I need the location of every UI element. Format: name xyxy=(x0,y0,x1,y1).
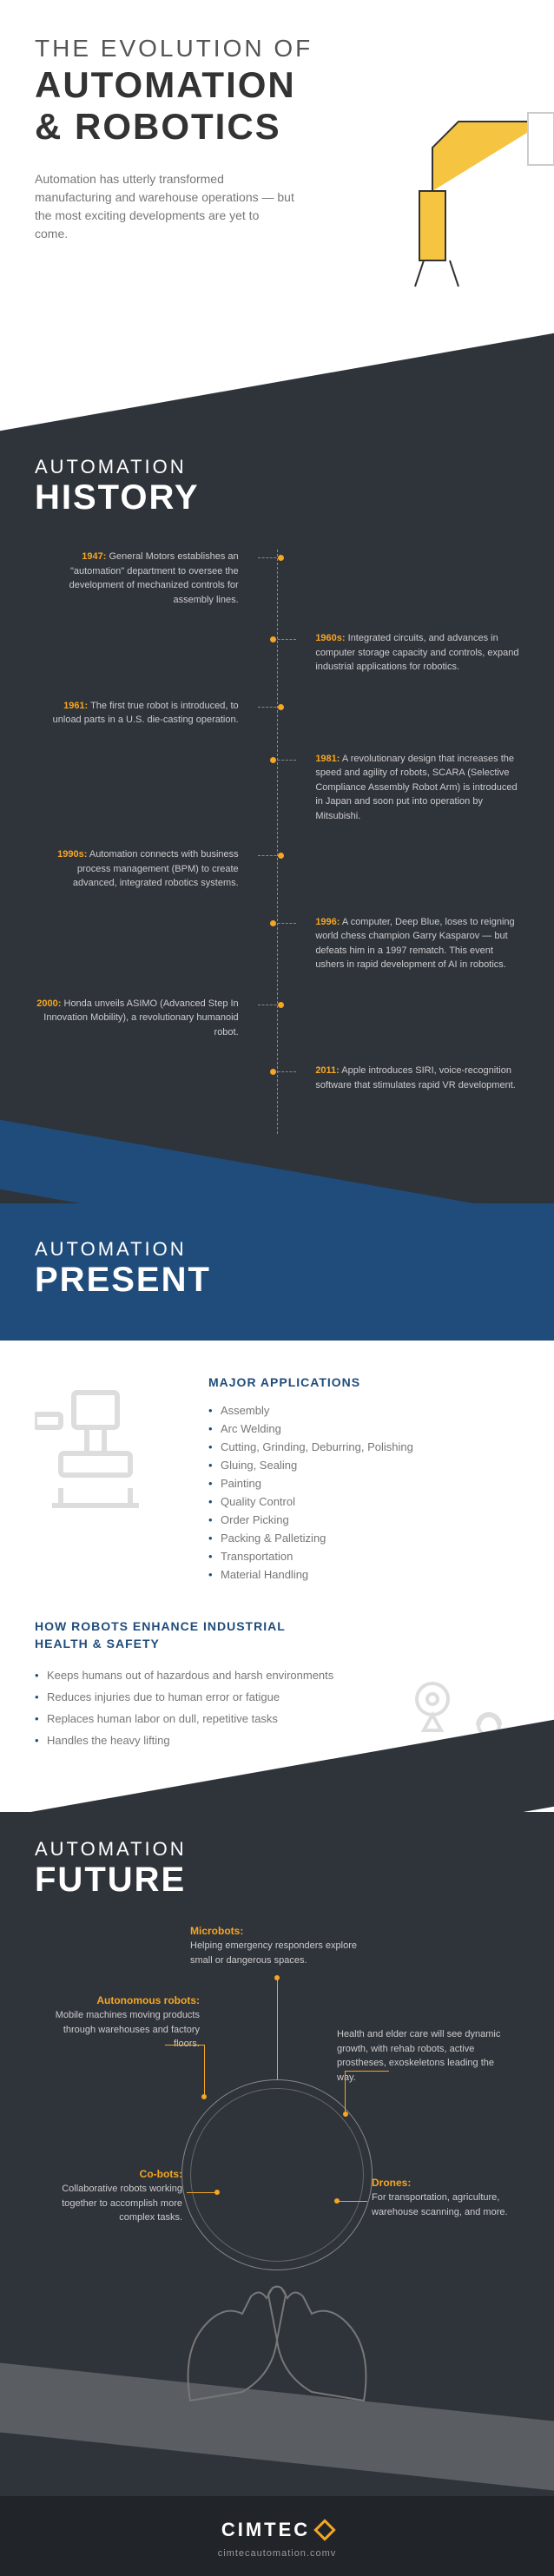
assembly-robot-icon xyxy=(35,1384,156,1523)
timeline-item: 1996: A computer, Deep Blue, loses to re… xyxy=(296,915,519,972)
intro-text: Automation has utterly transformed manuf… xyxy=(35,170,295,243)
future-diagram: Microbots:Helping emergency responders e… xyxy=(35,1923,519,2427)
app-item: Transportation xyxy=(208,1547,519,1565)
future-health: Health and elder care will see dynamic g… xyxy=(337,2027,511,2085)
app-item: Painting xyxy=(208,1474,519,1492)
safety-title: HOW ROBOTS ENHANCE INDUSTRIAL HEALTH & S… xyxy=(35,1618,330,1652)
app-item: Order Picking xyxy=(208,1511,519,1529)
brand: CIMTEC xyxy=(221,2519,333,2541)
robot-arm-icon xyxy=(285,96,554,321)
timeline-item: 1981: A revolutionary design that increa… xyxy=(296,752,519,824)
timeline-item: 2000: Honda unveils ASIMO (Advanced Step… xyxy=(35,997,258,1040)
timeline-item: 1961: The first true robot is introduced… xyxy=(35,699,258,728)
history-big: HISTORY xyxy=(35,480,519,515)
apps-list: AssemblyArc WeldingCutting, Grinding, De… xyxy=(208,1401,519,1584)
history-small: AUTOMATION xyxy=(35,456,519,478)
timeline-item: 2011: Apple introduces SIRI, voice-recog… xyxy=(296,1064,519,1092)
future-microbots: Microbots:Helping emergency responders e… xyxy=(190,1923,364,1967)
present-big: PRESENT xyxy=(35,1262,519,1297)
future-cobots: Co-bots:Collaborative robots working tog… xyxy=(43,2166,182,2225)
hands-icon xyxy=(138,2244,416,2418)
apps-title: MAJOR APPLICATIONS xyxy=(208,1375,519,1389)
app-item: Assembly xyxy=(208,1401,519,1420)
future-autonomous: Autonomous robots:Mobile machines moving… xyxy=(43,1993,200,2052)
timeline-item: 1990s: Automation connects with business… xyxy=(35,847,258,891)
app-item: Arc Welding xyxy=(208,1420,519,1438)
timeline-item: 1947: General Motors establishes an "aut… xyxy=(35,550,258,607)
present-section: AUTOMATION PRESENT MAJOR APPLICATIONS As… xyxy=(0,1203,554,1812)
future-big: FUTURE xyxy=(35,1862,519,1897)
future-drones: Drones:For transportation, agriculture, … xyxy=(372,2175,511,2219)
app-item: Material Handling xyxy=(208,1565,519,1584)
footer: CIMTEC cimtecautomation.comv xyxy=(0,2496,554,2576)
future-section: AUTOMATION FUTURE Microbots:Helping emer… xyxy=(0,1812,554,2496)
app-item: Gluing, Sealing xyxy=(208,1456,519,1474)
timeline-stem xyxy=(277,550,278,1134)
title-line1: THE EVOLUTION OF xyxy=(35,35,519,63)
app-item: Packing & Palletizing xyxy=(208,1529,519,1547)
timeline: 1947: General Motors establishes an "aut… xyxy=(35,550,519,1134)
timeline-item: 1960s: Integrated circuits, and advances… xyxy=(296,631,519,675)
footer-url: cimtecautomation.comv xyxy=(0,2548,554,2559)
future-small: AUTOMATION xyxy=(35,1838,519,1861)
orb-inner xyxy=(190,2088,364,2262)
history-section: AUTOMATION HISTORY 1947: General Motors … xyxy=(0,434,554,1203)
present-small: AUTOMATION xyxy=(35,1238,519,1261)
brand-hex-icon xyxy=(313,2520,335,2541)
app-item: Quality Control xyxy=(208,1492,519,1511)
app-item: Cutting, Grinding, Deburring, Polishing xyxy=(208,1438,519,1456)
